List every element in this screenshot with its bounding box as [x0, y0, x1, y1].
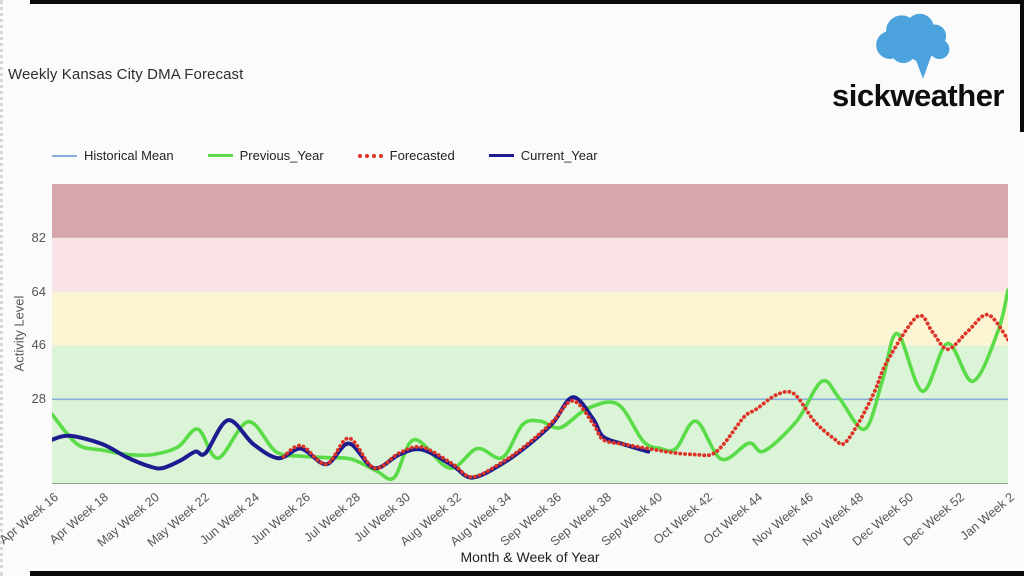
cloud-logo-icon — [876, 13, 950, 79]
y-tick-label: 64 — [31, 283, 46, 299]
logo-text: sickweather — [832, 78, 1005, 113]
y-tick-label: 46 — [31, 337, 46, 353]
series-line-current-year — [52, 395, 651, 480]
x-tick-label: Jan Week 2 — [957, 490, 1017, 544]
legend-label: Forecasted — [389, 148, 455, 163]
x-axis-label: Month & Week of Year — [460, 549, 600, 565]
frame-right-bar — [1020, 0, 1024, 132]
risk-band-guarded — [52, 291, 1008, 346]
legend-item-current-year: Current_Year — [488, 148, 598, 163]
legend-item-forecasted: Forecasted — [357, 148, 455, 163]
frame-bottom-bar — [30, 571, 1024, 576]
sickweather-logo: sickweather — [820, 6, 1016, 118]
legend-swatch-historical-mean-icon — [52, 154, 77, 157]
series-line-forecasted — [281, 312, 1008, 479]
risk-band-low — [52, 345, 1008, 483]
legend-label: Previous_Year — [239, 148, 324, 163]
chart-plot-area — [52, 184, 1008, 483]
y-tick-label: 28 — [31, 391, 46, 407]
legend-label: Historical Mean — [84, 148, 174, 163]
y-axis-label: Activity Level — [11, 295, 27, 372]
legend-swatch-previous-year-icon — [207, 154, 233, 157]
legend-swatch-current-year-icon — [488, 154, 514, 157]
legend-item-previous-year: Previous_Year — [207, 148, 324, 163]
risk-band-elevated — [52, 237, 1008, 292]
y-tick-label: 82 — [31, 229, 46, 245]
x-axis-line — [52, 483, 1008, 484]
legend-item-historical-mean: Historical Mean — [52, 148, 174, 163]
legend-label: Current_Year — [520, 148, 598, 163]
chart-legend: Historical Mean Previous_Year Forecasted Cu… — [52, 148, 598, 163]
frame-left-dotted-edge — [0, 0, 3, 576]
page-title: Weekly Kansas City DMA Forecast — [8, 66, 244, 83]
legend-swatch-forecasted-icon — [357, 153, 383, 158]
frame-top-bar — [30, 0, 1024, 4]
risk-band-high — [52, 184, 1008, 238]
